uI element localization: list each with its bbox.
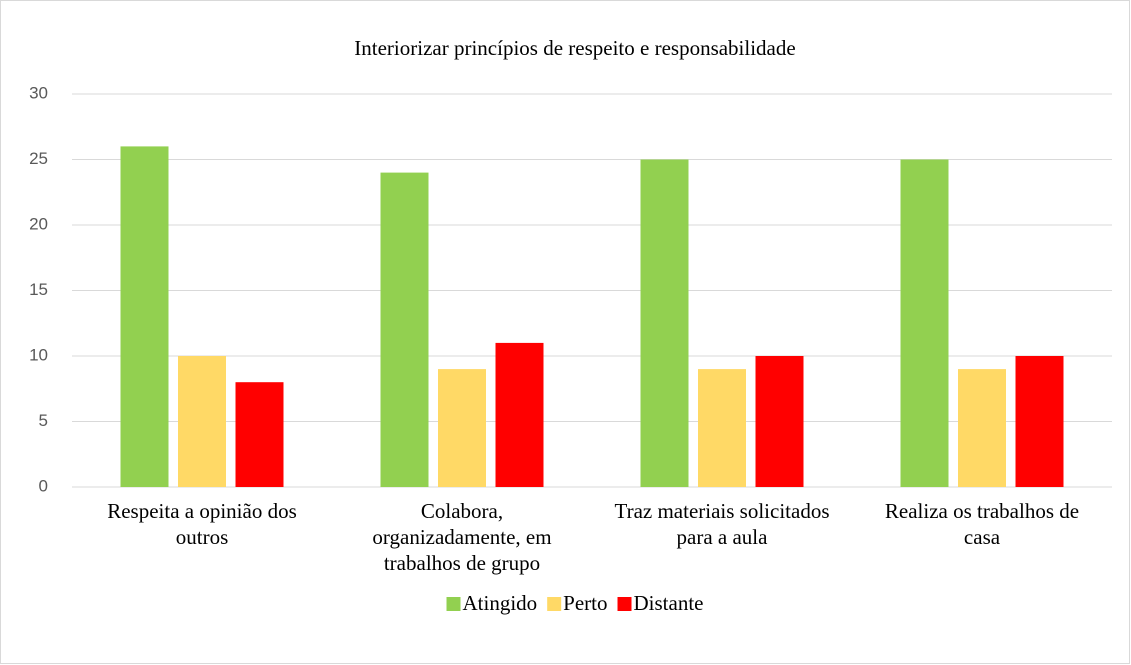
legend-swatch	[446, 597, 461, 611]
chart-title: Interiorizar princípios de respeito e re…	[354, 36, 795, 60]
bar	[178, 356, 226, 487]
bar	[120, 146, 169, 487]
y-tick-label: 25	[29, 149, 48, 168]
bar	[900, 159, 949, 487]
x-tick-label: Realiza os trabalhos de casa	[884, 499, 1080, 549]
legend-label: Distante	[634, 591, 704, 615]
y-tick-label: 20	[29, 214, 48, 233]
bar	[380, 172, 429, 487]
bar	[1015, 356, 1064, 487]
bar	[495, 342, 544, 487]
x-tick-label: Colabora, organizadamente, em trabalhos …	[372, 499, 552, 575]
y-tick-label: 15	[29, 280, 48, 299]
y-tick-label: 30	[29, 83, 48, 102]
x-tick-label: Traz materiais solicitados para a aula	[614, 499, 830, 549]
y-tick-label: 0	[39, 476, 48, 495]
legend-swatch	[547, 597, 562, 611]
bar	[640, 159, 689, 487]
bar	[235, 382, 284, 487]
y-tick-label: 10	[29, 345, 48, 364]
bar	[755, 356, 804, 487]
bar	[438, 369, 486, 487]
bar	[698, 369, 746, 487]
legend-label: Atingido	[463, 591, 538, 615]
x-tick-label: Respeita a opinião dos outros	[107, 499, 297, 549]
y-tick-label: 5	[39, 411, 48, 430]
legend-label: Perto	[563, 591, 607, 615]
legend-swatch	[617, 597, 632, 611]
bar	[958, 369, 1006, 487]
